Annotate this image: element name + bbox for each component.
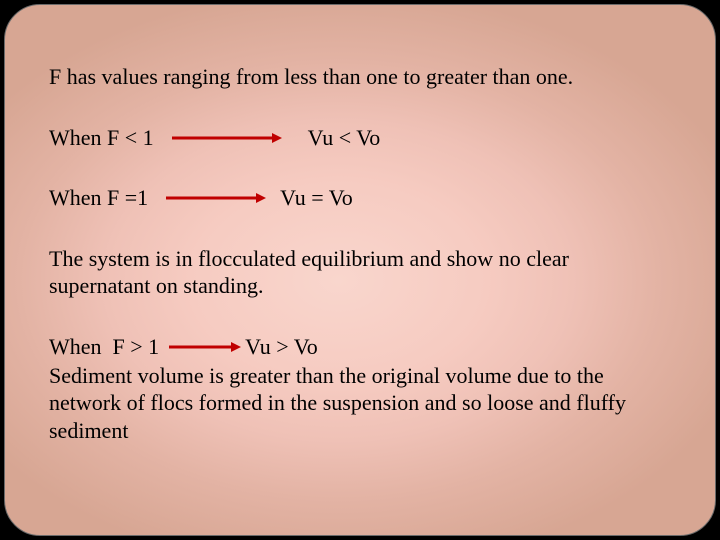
- arrow-icon: [169, 334, 241, 360]
- slide-card: F has values ranging from less than one …: [4, 4, 716, 536]
- case1-row: When F < 1 Vu < Vo: [49, 125, 671, 151]
- arrow-icon: [166, 185, 266, 211]
- case1-condition: When F < 1: [49, 125, 154, 151]
- case2-result: Vu = Vo: [280, 185, 353, 211]
- case1-result: Vu < Vo: [308, 125, 381, 151]
- case3-condition: When F > 1: [49, 334, 159, 360]
- case2-row: When F =1 Vu = Vo: [49, 185, 671, 211]
- case3-row: When F > 1 Vu > Vo: [49, 334, 671, 360]
- case3-explanation: Sediment volume is greater than the orig…: [49, 362, 671, 445]
- intro-text: F has values ranging from less than one …: [49, 63, 671, 91]
- case3-result: Vu > Vo: [245, 334, 318, 360]
- arrow-icon: [172, 125, 282, 151]
- equilibrium-text: The system is in flocculated equilibrium…: [49, 245, 671, 300]
- case2-condition: When F =1: [49, 185, 148, 211]
